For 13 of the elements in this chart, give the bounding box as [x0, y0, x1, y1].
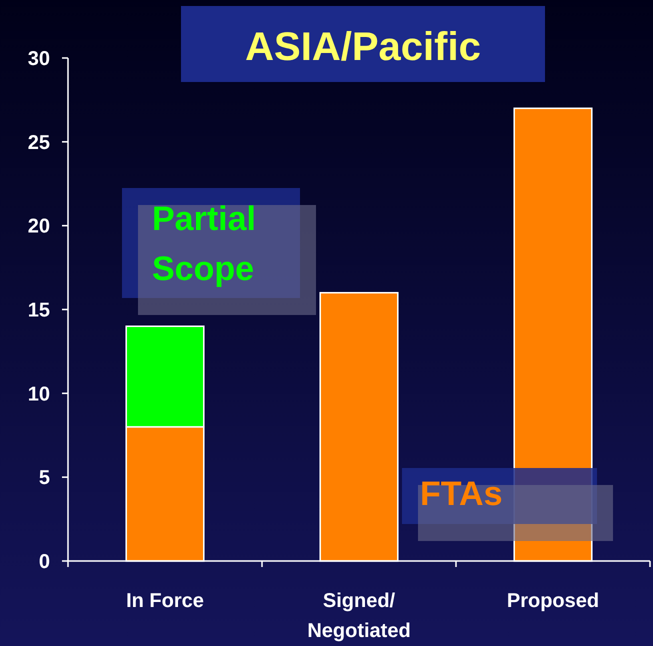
- y-tick-label: 5: [38, 467, 50, 490]
- y-tick-label: 20: [28, 216, 50, 238]
- x-tick-label: Proposed: [506, 590, 600, 612]
- x-tick-label: In Force: [126, 590, 204, 612]
- y-tick-label: 10: [28, 383, 50, 406]
- y-tick-label: 15: [28, 300, 50, 322]
- series-label: Partial Scope: [152, 200, 256, 288]
- x-tick-label: Signed/ Negotiated: [307, 590, 411, 642]
- y-tick-label: 25: [28, 132, 50, 154]
- series-label: FTAs: [420, 475, 502, 513]
- y-tick-label: 0: [38, 551, 50, 573]
- y-tick-label: 30: [28, 48, 50, 70]
- chart-title: ASIA/Pacific: [245, 25, 481, 69]
